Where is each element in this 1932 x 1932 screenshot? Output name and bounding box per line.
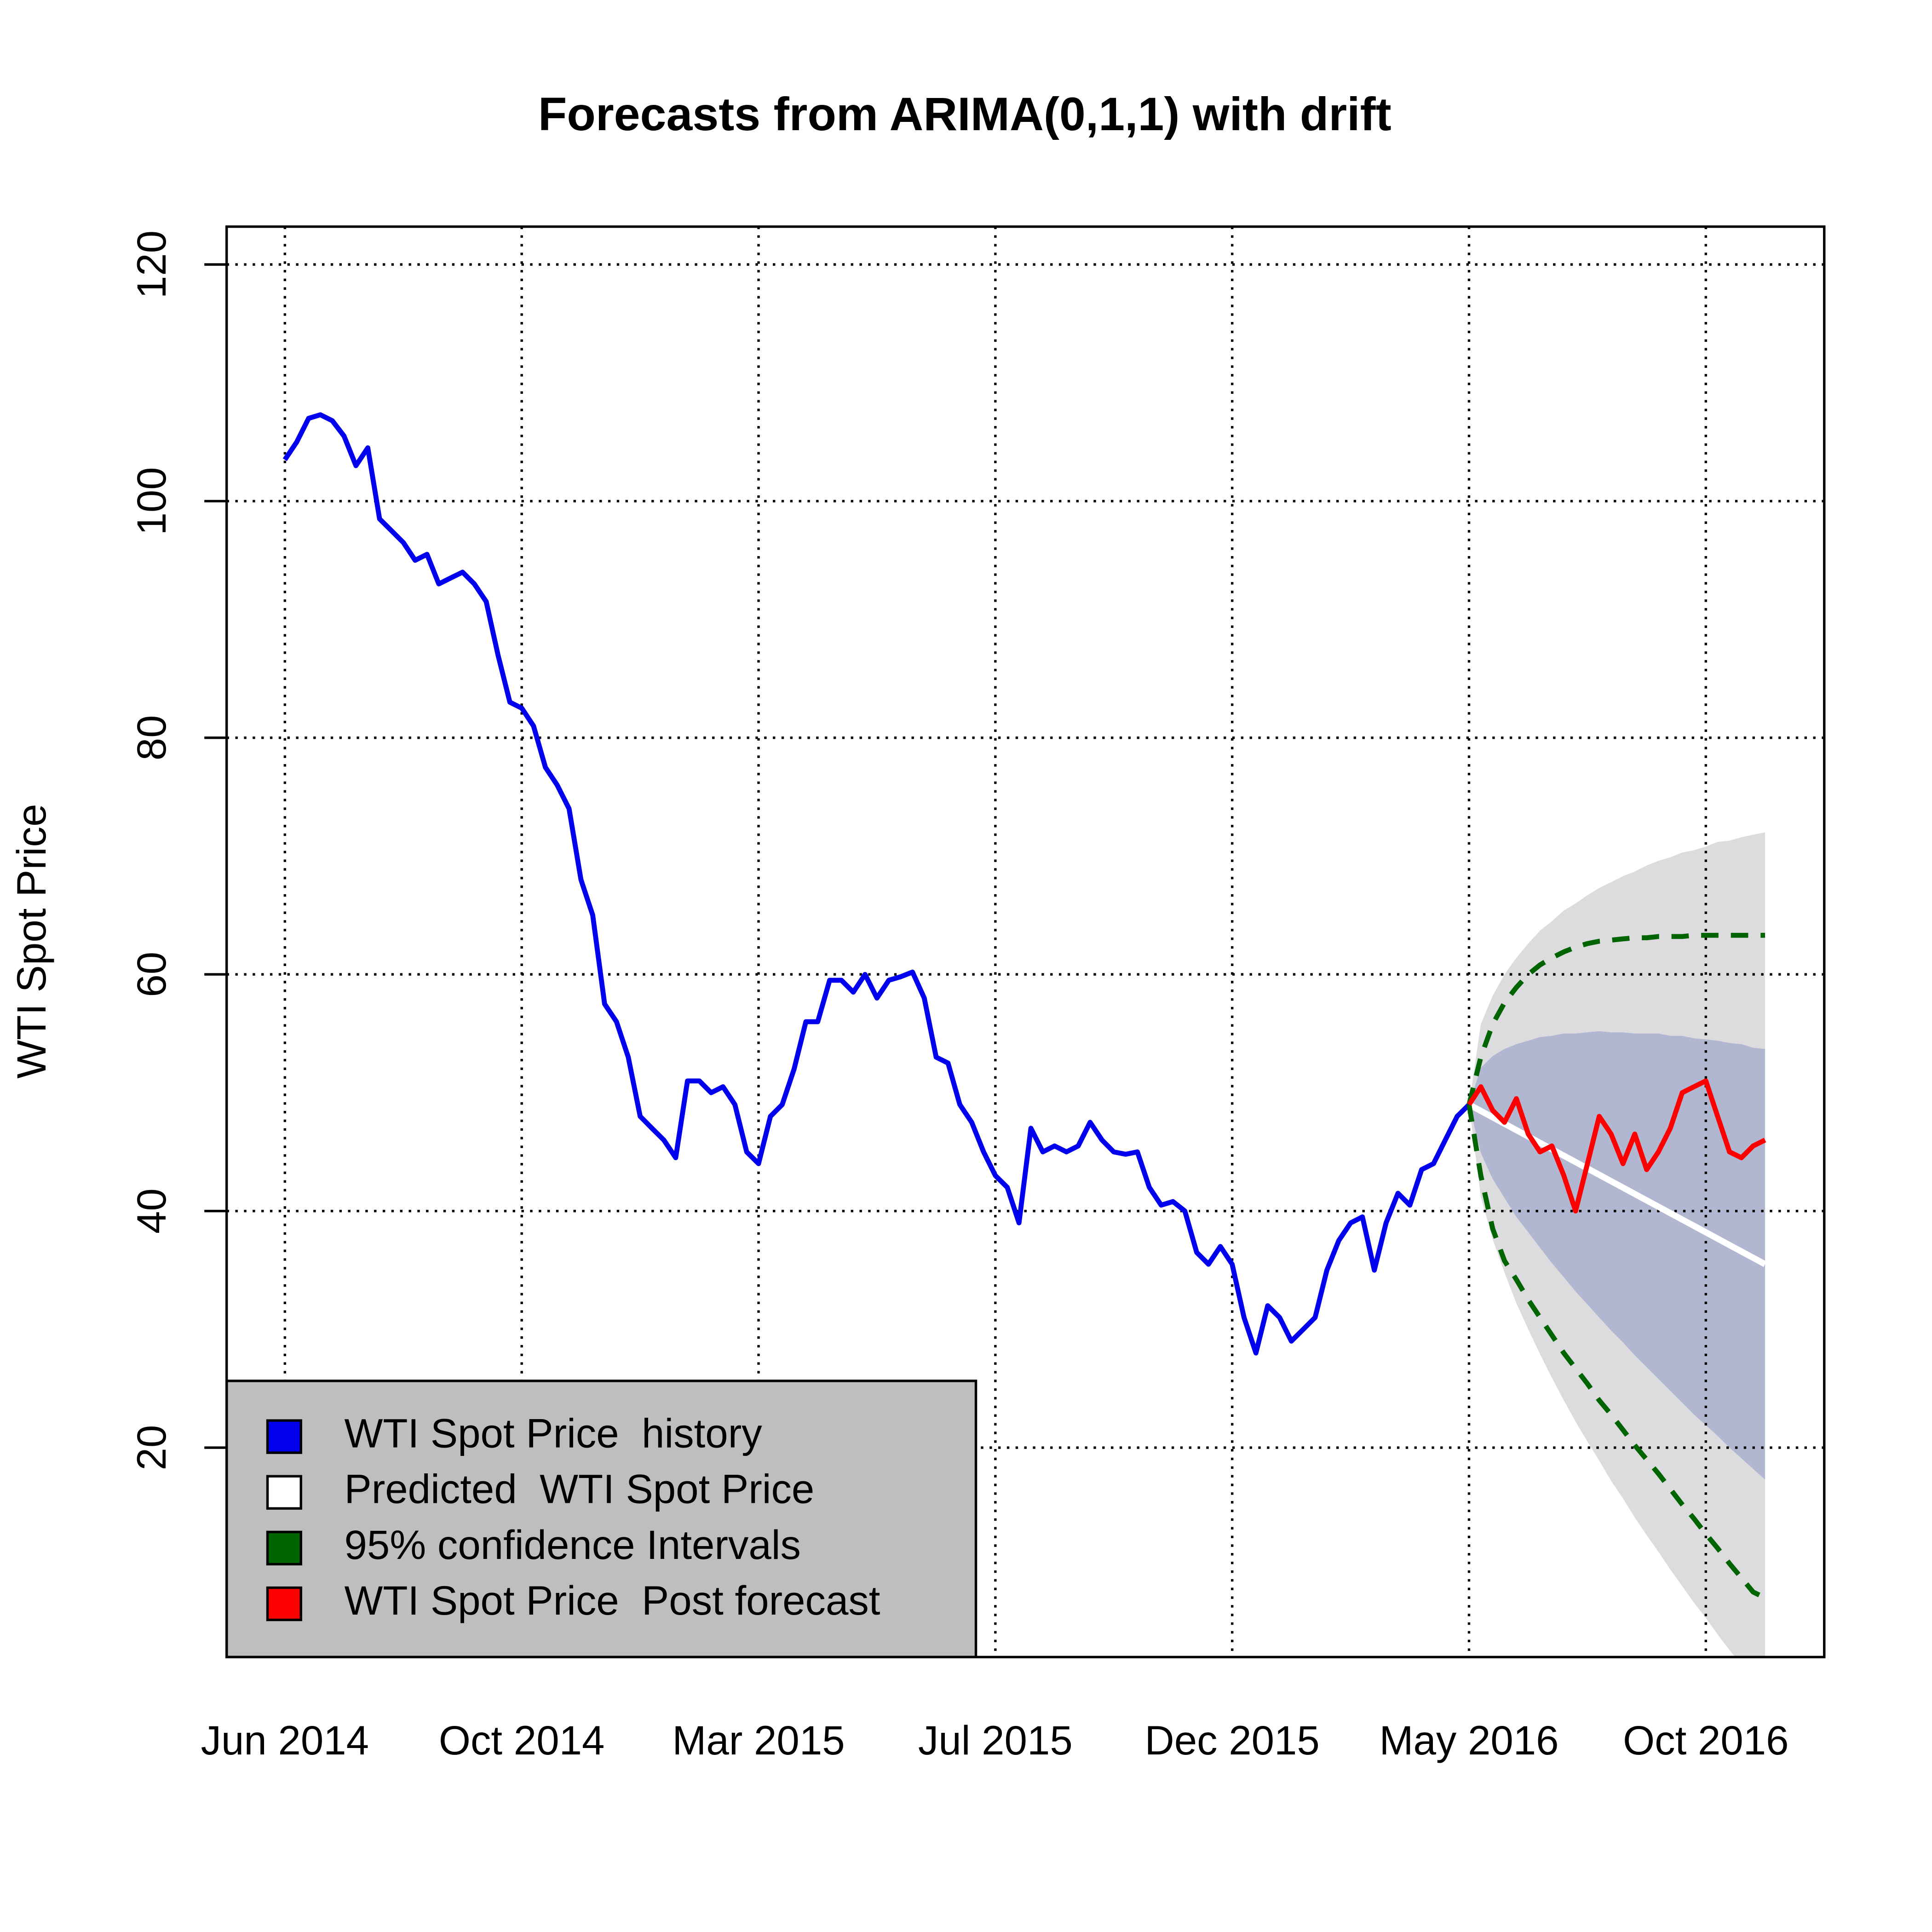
x-tick-label: May 2016 bbox=[1379, 1718, 1558, 1763]
y-tick-label: 40 bbox=[129, 1188, 174, 1234]
y-axis-label: WTI Spot Price bbox=[9, 804, 54, 1079]
y-tick-label: 60 bbox=[129, 952, 174, 997]
series-line bbox=[282, 412, 1471, 1356]
legend-label: Predicted WTI Spot Price bbox=[344, 1466, 814, 1512]
axes: 20 40 60 80 100 120 Jun 2014 Oct 2014 Mar 2015 Ju… bbox=[129, 230, 1789, 1763]
y-tick-label: 20 bbox=[129, 1425, 174, 1471]
grid bbox=[226, 226, 1824, 1657]
series-line bbox=[1467, 1102, 1767, 1267]
legend-box bbox=[225, 1380, 978, 1658]
series-line bbox=[1466, 1104, 1766, 1600]
y-tick-label: 80 bbox=[129, 715, 174, 760]
series-line bbox=[1467, 1078, 1766, 1213]
legend-swatch bbox=[266, 1530, 302, 1566]
legend-label: 95% confidence Intervals bbox=[344, 1522, 801, 1568]
x-tick-label: Jun 2014 bbox=[201, 1718, 369, 1763]
legend-label: WTI Spot Price history bbox=[344, 1411, 762, 1456]
y-tick-label: 120 bbox=[129, 230, 174, 299]
x-tick-label: Dec 2015 bbox=[1145, 1718, 1320, 1763]
legend-swatch bbox=[266, 1419, 302, 1454]
legend-swatch bbox=[266, 1586, 302, 1622]
lines bbox=[282, 412, 1767, 1600]
plot-frame bbox=[225, 225, 1826, 1658]
legend: WTI Spot Price history Predicted WTI Spot… bbox=[225, 1380, 978, 1658]
y-tick-label: 100 bbox=[129, 467, 174, 535]
x-tick-label: Oct 2016 bbox=[1623, 1718, 1788, 1763]
x-tick-label: Jul 2015 bbox=[918, 1718, 1073, 1763]
x-tick-label: Oct 2014 bbox=[439, 1718, 604, 1763]
chart-title: Forecasts from ARIMA(0,1,1) with drift bbox=[538, 87, 1392, 140]
series-line bbox=[1466, 932, 1765, 1105]
x-tick-label: Mar 2015 bbox=[672, 1718, 845, 1763]
legend-swatch bbox=[266, 1475, 302, 1510]
legend-label: WTI Spot Price Post forecast bbox=[344, 1578, 880, 1623]
